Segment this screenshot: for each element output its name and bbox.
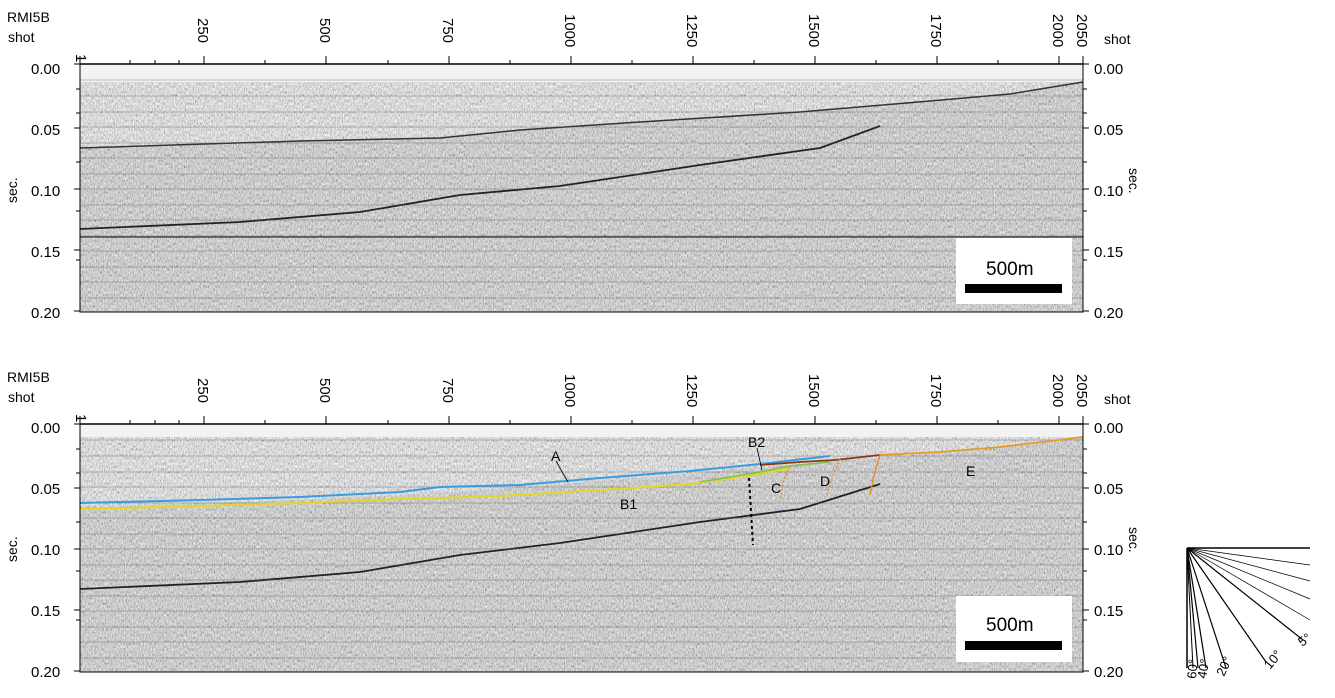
shot-label-left: shot	[8, 389, 35, 405]
y-tick-label: 0.10	[1094, 183, 1123, 200]
y-tick-labels-top-left: 0.00 0.05 0.10 0.15 0.20	[31, 61, 60, 322]
scale-bar-label: 500m	[986, 259, 1034, 280]
y-tick-label: 0.20	[31, 664, 60, 681]
x-tick-label: 250	[194, 18, 211, 43]
x-tick-label: 1000	[561, 14, 578, 47]
y-tick-label: 0.10	[31, 542, 60, 559]
x-tick-label: 250	[194, 378, 211, 403]
x-tick-label: 1500	[805, 14, 822, 47]
x-tick-label: 1000	[561, 374, 578, 407]
x-tick-label: 750	[439, 378, 456, 403]
unit-label-d: D	[820, 473, 830, 489]
line-name: RMI5B	[7, 369, 50, 385]
horizon-d	[759, 454, 881, 466]
y-axis-label-right: sec.	[1126, 527, 1142, 553]
x-tick-label: 1750	[927, 14, 944, 47]
unit-label-b1: B1	[620, 496, 637, 512]
y-axis-label-right: sec.	[1126, 168, 1142, 194]
y-tick-label: 0.10	[1094, 542, 1123, 559]
shot-label-right: shot	[1104, 391, 1131, 407]
horizon-a	[79, 455, 831, 504]
y-tick-label: 0.20	[1094, 305, 1123, 322]
horizon-b	[79, 467, 791, 510]
y-tick-label: 0.00	[1094, 61, 1123, 78]
x-tick-label: 500	[316, 378, 333, 403]
y-tick-labels-bottom-right: 0.00 0.05 0.10 0.15 0.20	[1094, 420, 1123, 681]
top-panel: RMI5B shot shot	[4, 9, 1142, 322]
angle-label: 5°	[1295, 630, 1314, 649]
unit-label-c: C	[771, 480, 781, 496]
horizon-e	[879, 436, 1084, 456]
x-tick-label: 2050	[1073, 14, 1090, 47]
y-tick-label: 0.05	[1094, 122, 1123, 139]
x-tick-label: 1250	[683, 374, 700, 407]
bottom-panel: RMI5B shot shot	[4, 369, 1142, 681]
shot-label-right: shot	[1104, 31, 1131, 47]
y-tick-label: 0.10	[31, 183, 60, 200]
y-axis-label-left: sec.	[4, 177, 20, 203]
y-tick-label: 0.00	[1094, 420, 1123, 437]
x-tick-label: 1	[72, 54, 89, 62]
x-tick-label: 1	[72, 414, 89, 422]
seismic-section	[79, 64, 1084, 312]
shot-label-left: shot	[8, 29, 35, 45]
y-tick-label: 0.20	[31, 305, 60, 322]
unit-labels: A B1 B2 C D E	[551, 434, 975, 512]
x-tick-labels-top: 1 250 500 750 1000 1250 1500 1750 2000 2…	[72, 14, 1090, 62]
x-tick-label: 500	[316, 18, 333, 43]
angle-label: 10°	[1261, 647, 1285, 672]
interpretation-lines	[79, 436, 1084, 546]
seismic-section	[79, 424, 1083, 672]
y-tick-label: 0.20	[1094, 664, 1123, 681]
x-tick-label: 2050	[1073, 374, 1090, 407]
x-tick-label: 2000	[1049, 374, 1066, 407]
y-tick-label: 0.00	[31, 420, 60, 437]
x-tick-label: 1500	[805, 374, 822, 407]
scale-bar-top: 500m	[956, 238, 1072, 304]
x-tick-label: 750	[439, 18, 456, 43]
x-tick-labels-bottom: 1 250 500 750 1000 1250 1500 1750 2000 2…	[72, 374, 1090, 422]
horizon-b-green	[699, 461, 831, 483]
y-tick-label: 0.15	[31, 603, 60, 620]
y-tick-label: 0.15	[1094, 603, 1123, 620]
boundary-c	[779, 465, 791, 501]
scale-bar-label: 500m	[986, 615, 1034, 636]
unit-label-b2: B2	[748, 434, 765, 450]
y-tick-labels-top-right: 0.00 0.05 0.10 0.15 0.20	[1094, 61, 1123, 322]
angle-label: 60°	[1184, 658, 1201, 679]
angle-label: 40°	[1194, 658, 1212, 680]
line-name: RMI5B	[7, 9, 50, 25]
fault-line	[748, 477, 754, 546]
scale-bar-bottom: 500m	[956, 596, 1072, 662]
unit-label-e: E	[966, 463, 975, 479]
x-tick-label: 1250	[683, 14, 700, 47]
dip-angle-fan: 5° 10° 20° 40° 60°	[1184, 547, 1314, 680]
boundary-d	[825, 458, 841, 498]
y-tick-label: 0.05	[31, 481, 60, 498]
angle-label: 20°	[1213, 654, 1235, 678]
y-tick-label: 0.15	[31, 244, 60, 261]
y-axis-label-left: sec.	[4, 536, 20, 562]
x-tick-label: 2000	[1049, 14, 1066, 47]
y-tick-label: 0.05	[31, 122, 60, 139]
boundary-e	[869, 454, 881, 496]
y-tick-label: 0.00	[31, 61, 60, 78]
y-tick-labels-bottom-left: 0.00 0.05 0.10 0.15 0.20	[31, 420, 60, 681]
y-tick-label: 0.15	[1094, 244, 1123, 261]
x-tick-label: 1750	[927, 374, 944, 407]
unit-label-a: A	[551, 448, 561, 464]
y-tick-label: 0.05	[1094, 481, 1123, 498]
